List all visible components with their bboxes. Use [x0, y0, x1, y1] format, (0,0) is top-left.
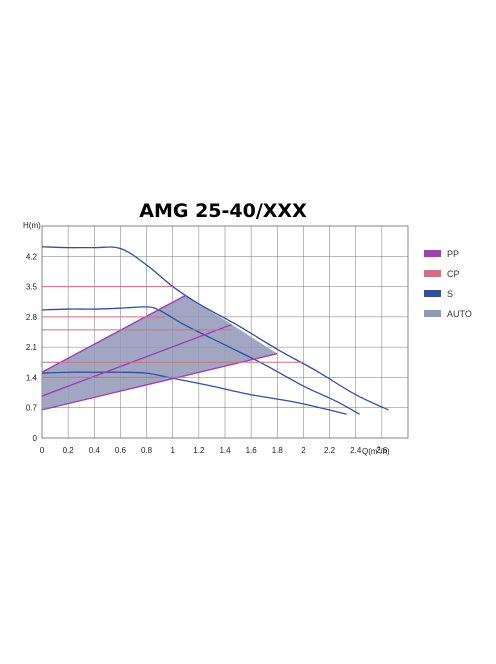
y-tick-label: 0: [33, 434, 38, 443]
x-tick-labels: 0 0.2 0.4 0.6 0.8 1 1.2 1.4 1.6 1.8 2 2.2 2.4 2.6: [40, 446, 388, 455]
curve-pp-3: [41, 294, 187, 373]
x-tick-label: 0: [40, 446, 45, 455]
legend-label-pp: PP: [447, 249, 459, 259]
y-tick-label: 3.5: [26, 283, 38, 292]
x-tick-label: 1.6: [246, 446, 258, 455]
curves: [41, 246, 389, 415]
curve-pp-4: [41, 323, 232, 397]
legend-label-auto: AUTO: [447, 309, 472, 319]
chart-title: AMG 25-40/XXX: [139, 200, 307, 222]
legend: PP CP S AUTO: [424, 249, 472, 319]
x-tick-label: 1: [170, 446, 175, 455]
curve-pp-5: [41, 352, 278, 411]
y-tick-label: 0.7: [26, 404, 38, 413]
auto-region: [42, 295, 278, 410]
y-tick-label: 2.1: [26, 343, 38, 352]
x-tick-label: 2.4: [350, 446, 362, 455]
y-tick-label: 4.2: [26, 252, 38, 261]
legend-label-cp: CP: [447, 269, 460, 279]
y-tick-label: 1.4: [26, 373, 38, 382]
legend-swatch-auto: [424, 310, 441, 317]
x-axis-label: Q(m3/h): [362, 446, 390, 456]
x-tick-label: 0.2: [63, 446, 75, 455]
y-tick-label: 2.8: [26, 313, 38, 322]
x-tick-label: 0.8: [141, 446, 153, 455]
x-tick-label: 0.4: [89, 446, 101, 455]
x-tick-label: 0.6: [115, 446, 127, 455]
x-tick-label: 1.2: [193, 446, 205, 455]
legend-label-s: S: [447, 289, 453, 299]
legend-swatch-s: [424, 290, 441, 297]
y-tick-labels: 0 0.7 1.4 2.1 2.8 3.5 4.2: [26, 252, 38, 443]
x-tick-label: 1.8: [272, 446, 284, 455]
legend-swatch-cp: [424, 270, 441, 277]
x-tick-label: 2: [301, 446, 306, 455]
x-tick-label: 2.2: [324, 446, 336, 455]
x-tick-label: 2.6: [376, 446, 388, 455]
legend-swatch-pp: [424, 250, 441, 257]
x-tick-label: 1.4: [219, 446, 231, 455]
curve-s-1: [41, 306, 360, 415]
y-axis-label: H(m): [23, 221, 41, 230]
